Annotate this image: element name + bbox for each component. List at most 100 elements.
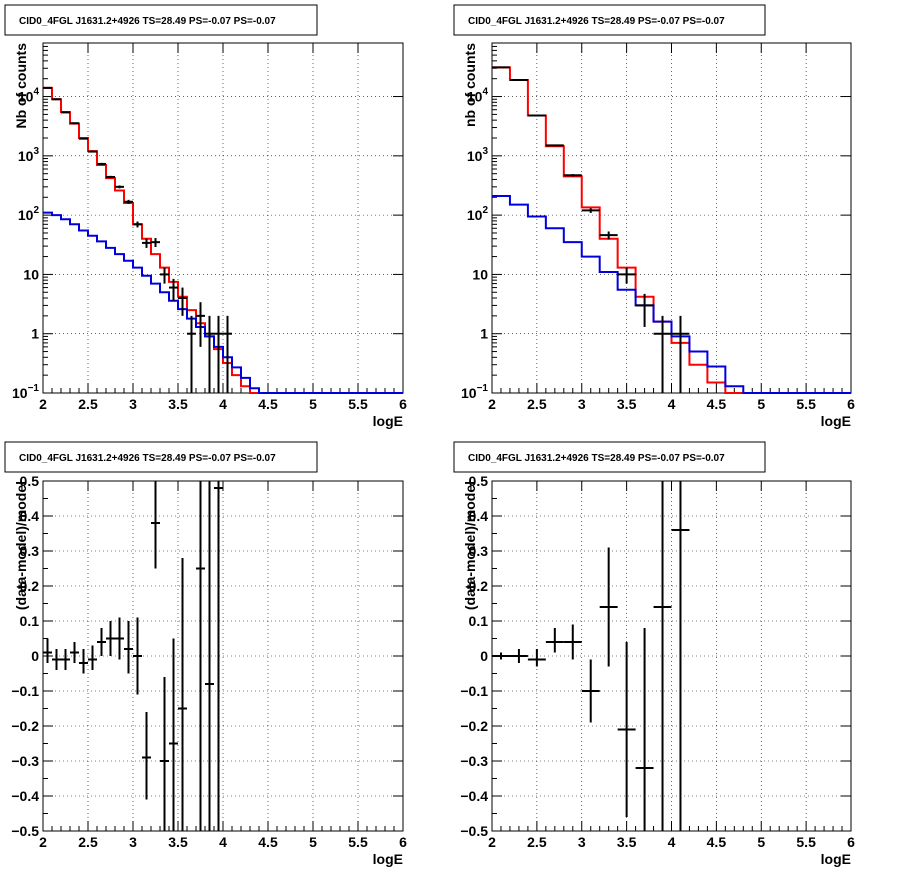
data-point [160,677,169,831]
y-tick-label-base: 0 [31,648,39,664]
y-tick-label-exponent: 2 [482,205,488,216]
data-point [52,98,61,101]
y-tick-label: 0 [31,648,39,664]
y-tick-label-base: 0 [480,648,488,664]
y-tick-label: 0.2 [20,578,40,594]
y-tick-label-base: 10 [18,89,34,105]
data-point [196,481,205,831]
chart-title: CID0_4FGL J1631.2+4926 TS=28.49 PS=-0.07… [19,16,276,27]
data-point [124,199,133,204]
data-point [214,481,223,831]
chart-panel-residuals-right: CID0_4FGL J1631.2+4926 TS=28.49 PS=-0.07… [453,441,855,867]
x-axis-title: logE [821,851,851,867]
y-tick-label-base: 0.5 [20,473,40,489]
x-tick-label: 2.5 [78,834,98,850]
data-point [115,185,124,189]
y-tick-label-exponent: 2 [33,205,39,216]
y-tick-label: 102 [467,205,489,223]
x-tick-label: 5.5 [348,396,368,412]
y-tick-label: 10−1 [461,383,488,401]
y-tick-label-exponent: 3 [33,146,39,157]
data-point [563,624,582,660]
data-point [545,144,564,147]
x-tick-label: 3.5 [617,834,637,850]
y-tick-label-base: −0.1 [11,683,39,699]
y-tick-label: 102 [18,205,40,223]
y-tick-label: −0.1 [11,683,39,699]
x-tick-label: 5.5 [348,834,368,850]
data-point [61,649,70,670]
data-point [527,114,546,117]
x-tick-label: 4.5 [707,834,727,850]
y-tick-label: 1 [31,326,39,342]
data-point [599,231,618,240]
y-tick-label: −0.2 [460,718,488,734]
chart-panel-counts-right: CID0_4FGL J1631.2+4926 TS=28.49 PS=-0.07… [453,4,855,429]
chart-panel-counts-left: CID0_4FGL J1631.2+4926 TS=28.49 PS=-0.07… [4,4,407,429]
x-tick-label: 4.5 [258,396,278,412]
y-tick-label-base: 10 [467,148,483,164]
data-point [133,221,142,228]
x-tick-label: 2.5 [78,396,98,412]
y-tick-label-base: 0.4 [469,508,489,524]
y-tick-label-base: 10 [12,385,28,401]
x-tick-label: 6 [847,396,855,412]
y-tick-label-base: −0.1 [460,683,488,699]
data-point [97,628,106,656]
x-tick-label: 2 [488,834,496,850]
data-point [106,621,115,656]
x-tick-label: 5 [757,834,765,850]
data-point [653,481,672,831]
x-axis-title: logE [373,413,403,429]
title-box [453,441,766,473]
y-tick-label: 1 [480,326,488,342]
y-axis-title: Nb of counts [13,43,29,129]
x-axis-title: logE [821,413,851,429]
y-tick-label-base: 10 [18,148,34,164]
x-tick-label: 3 [578,834,586,850]
x-tick-label: 3 [129,396,137,412]
y-tick-label: 0.1 [469,613,489,629]
chart-title: CID0_4FGL J1631.2+4926 TS=28.49 PS=-0.07… [19,453,276,464]
y-tick-label-base: 0.4 [20,508,40,524]
x-tick-label: 2 [39,396,47,412]
x-tick-label: 5 [309,834,317,850]
data-point [205,481,214,831]
x-tick-label: 3.5 [168,834,188,850]
x-tick-label: 4 [219,396,227,412]
y-tick-label: 0.1 [20,613,40,629]
data-point [187,315,196,393]
data-point [106,175,115,179]
x-tick-label: 6 [399,834,407,850]
y-tick-label-base: 0.5 [469,473,489,489]
y-tick-label-base: 10 [23,266,39,282]
chart-panel-residuals-left: CID0_4FGL J1631.2+4926 TS=28.49 PS=-0.07… [4,441,407,867]
y-tick-label: 103 [467,146,489,164]
y-tick-label-base: −0.4 [460,788,488,804]
chart-title: CID0_4FGL J1631.2+4926 TS=28.49 PS=-0.07… [468,453,725,464]
data-point [142,238,151,248]
y-tick-label-base: 0.1 [469,613,489,629]
y-tick-label-base: −0.2 [11,718,39,734]
data-point [581,208,600,213]
x-tick-label: 3 [129,834,137,850]
data-point [635,628,654,831]
y-tick-label-base: −0.3 [460,753,488,769]
y-tick-label-base: −0.3 [11,753,39,769]
y-tick-label-exponent: −1 [477,383,489,394]
y-tick-label-base: −0.5 [11,823,39,839]
data-point [178,558,187,831]
data-point [160,267,169,284]
y-tick-label: 10 [472,266,488,282]
data-point [617,642,636,817]
data-point [115,617,124,660]
data-point [169,278,178,301]
data-point [527,649,546,667]
data-point [88,150,97,153]
data-point [178,287,187,316]
data-point [61,111,70,114]
data-point [545,628,564,653]
y-tick-label: −0.4 [11,788,39,804]
y-tick-label: 0 [480,648,488,664]
